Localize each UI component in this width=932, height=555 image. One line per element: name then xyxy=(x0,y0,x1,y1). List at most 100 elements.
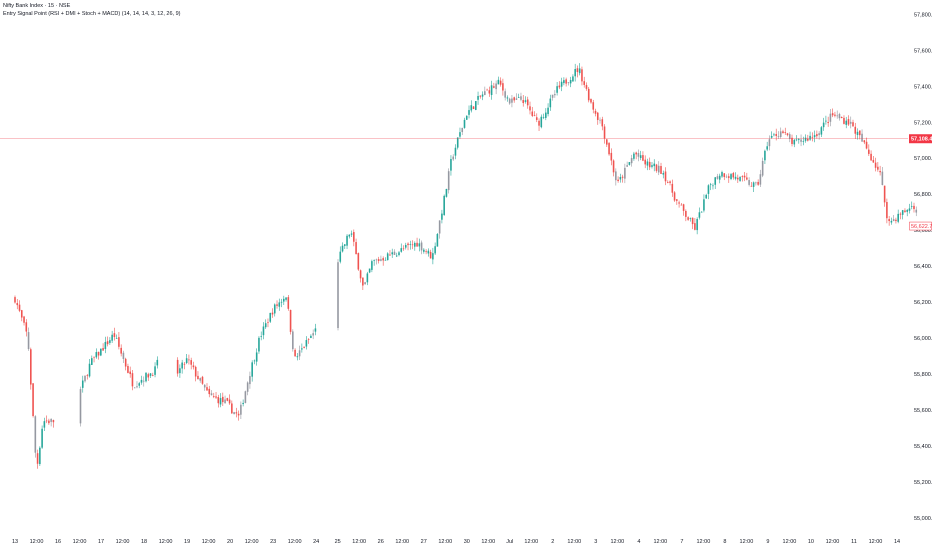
candle-body xyxy=(725,176,728,178)
candle-body xyxy=(818,133,820,136)
candle-body xyxy=(377,259,380,262)
candle-body xyxy=(418,243,421,247)
candle-body xyxy=(371,261,373,270)
candle-body xyxy=(278,302,281,307)
candle-body xyxy=(845,120,848,125)
candle-body xyxy=(118,337,120,347)
candle-body xyxy=(104,341,107,350)
candle-body xyxy=(831,113,834,116)
candle-body xyxy=(750,185,753,187)
candle-body xyxy=(197,375,199,380)
candle-body xyxy=(739,176,741,181)
candle-body xyxy=(635,152,637,155)
candle-body xyxy=(858,130,861,136)
candle-body xyxy=(222,396,224,403)
candle-body xyxy=(391,252,394,255)
candle-body xyxy=(834,114,836,116)
candle-body xyxy=(296,356,299,358)
candle-body xyxy=(215,396,217,398)
candle-body xyxy=(289,309,292,332)
x-tick-label: 30 xyxy=(464,539,470,545)
candle-body xyxy=(714,177,717,185)
candle-body xyxy=(592,102,595,110)
candle-body xyxy=(36,453,39,464)
y-tick-label: 55,600.00 xyxy=(914,408,932,414)
candle-body xyxy=(20,310,23,318)
candle-body xyxy=(755,182,757,184)
candle-body xyxy=(389,254,391,256)
candle-body xyxy=(253,360,256,362)
candle-body xyxy=(459,132,461,137)
candle-body xyxy=(791,137,793,144)
candle-body xyxy=(237,413,240,416)
candle-body xyxy=(246,382,249,392)
candle-body xyxy=(854,126,857,134)
x-tick-label: 3 xyxy=(594,539,597,545)
candle-body xyxy=(610,152,613,161)
candle-body xyxy=(341,245,344,252)
candle-body xyxy=(524,100,527,102)
candle-body xyxy=(795,139,798,141)
x-tick-label: 12:00 xyxy=(826,539,840,545)
candle-body xyxy=(709,184,712,186)
candle-body xyxy=(888,219,890,222)
candle-body xyxy=(355,242,357,255)
candle-body xyxy=(226,398,229,401)
candle-body xyxy=(111,334,113,341)
candle-body xyxy=(698,212,701,218)
candle-body xyxy=(816,134,818,137)
candle-body xyxy=(836,115,838,117)
candle-body xyxy=(637,152,640,157)
candle-body xyxy=(770,135,773,138)
candle-body xyxy=(495,83,497,90)
x-tick-label: 18 xyxy=(141,539,147,545)
candle-body xyxy=(910,206,913,207)
candle-body xyxy=(646,161,649,166)
candle-body xyxy=(576,68,579,73)
candle-body xyxy=(441,213,443,220)
candle-body xyxy=(285,297,287,300)
candle-body xyxy=(258,337,260,352)
candle-body xyxy=(339,251,342,262)
candle-body xyxy=(535,117,538,120)
candle-body xyxy=(359,270,362,279)
x-tick-label: 20 xyxy=(227,539,233,545)
candle-body xyxy=(273,304,276,314)
candle-body xyxy=(269,312,272,322)
candle-body xyxy=(39,447,41,465)
candle-body xyxy=(901,210,904,215)
x-tick-label: 12:00 xyxy=(30,539,44,545)
candle-body xyxy=(773,134,775,136)
candle-body xyxy=(820,127,823,135)
candle-body xyxy=(138,383,141,386)
candle-body xyxy=(906,210,909,212)
candle-body xyxy=(224,399,226,404)
current-price-badge xyxy=(909,134,932,144)
candle-body xyxy=(868,149,870,154)
candle-body xyxy=(456,137,459,148)
candle-body xyxy=(865,141,868,149)
candle-body xyxy=(633,153,635,159)
candle-body xyxy=(231,403,233,414)
candle-body xyxy=(689,218,692,219)
candle-body xyxy=(732,173,735,178)
y-tick-label: 57,800.00 xyxy=(914,12,932,18)
candle-body xyxy=(549,98,552,108)
candle-body xyxy=(653,163,656,167)
candle-body xyxy=(149,373,152,376)
x-tick-label: 9 xyxy=(766,539,769,545)
candle-body xyxy=(531,111,534,116)
candle-body xyxy=(581,69,583,82)
candle-body xyxy=(565,79,567,84)
candle-body xyxy=(280,301,283,303)
candle-body xyxy=(210,393,213,396)
candle-body xyxy=(90,358,93,365)
x-tick-label: 12:00 xyxy=(116,539,130,545)
candle-body xyxy=(312,333,314,336)
candle-body xyxy=(404,245,407,248)
candle-body xyxy=(585,85,588,89)
candle-body xyxy=(142,380,145,382)
candle-body xyxy=(203,384,206,388)
